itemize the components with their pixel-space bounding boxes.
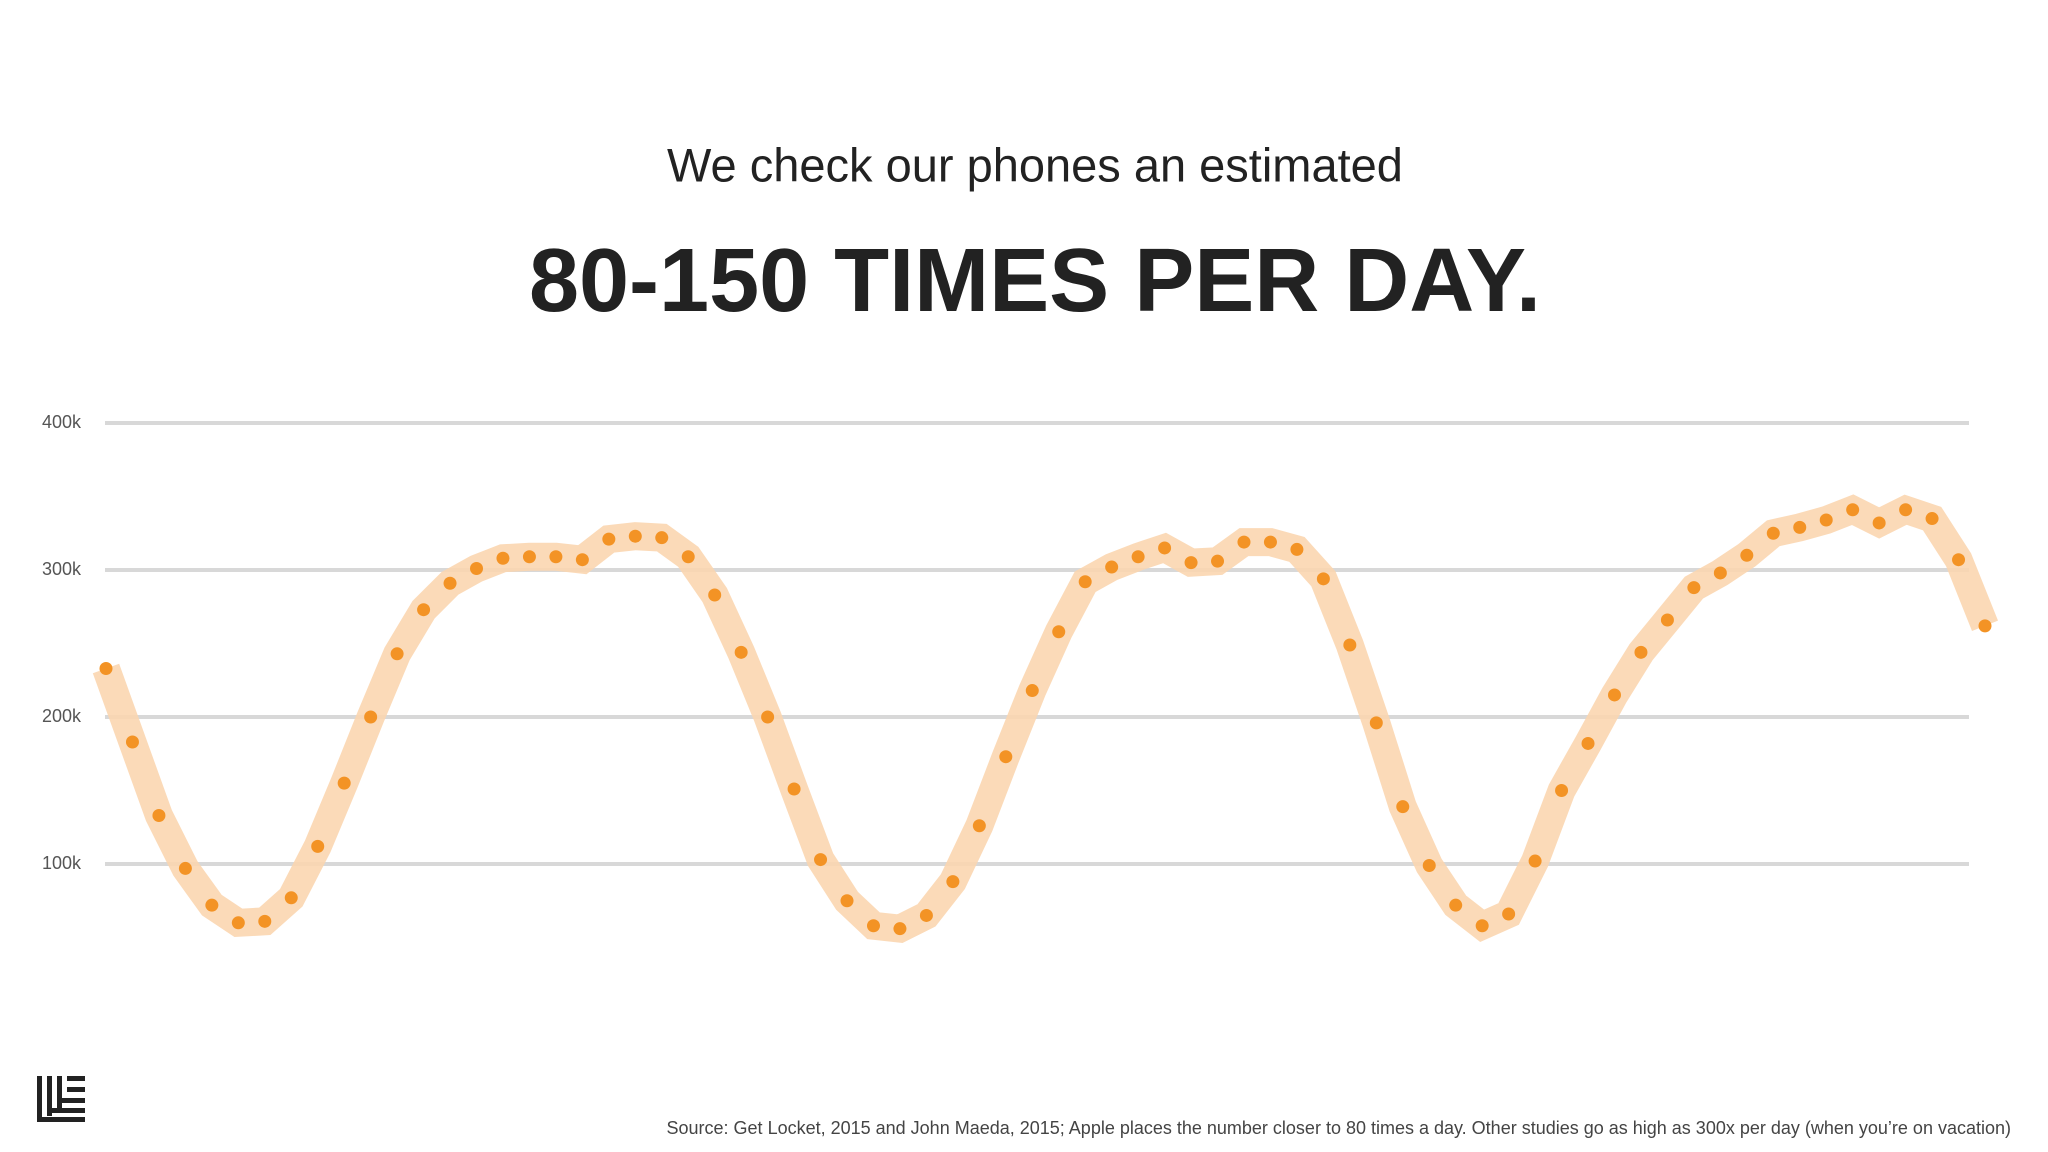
data-point: [1713, 566, 1727, 580]
data-point: [1184, 556, 1198, 570]
data-point: [99, 661, 113, 675]
data-point: [734, 645, 748, 659]
y-tick-label: 200k: [42, 706, 82, 726]
data-point: [946, 875, 960, 889]
data-point: [972, 819, 986, 833]
data-point: [443, 576, 457, 590]
data-point: [1978, 619, 1992, 633]
data-point: [178, 861, 192, 875]
data-point: [866, 919, 880, 933]
data-point: [1740, 548, 1754, 562]
data-point: [628, 529, 642, 543]
data-point: [125, 735, 139, 749]
data-point: [575, 553, 589, 567]
data-point: [1872, 516, 1886, 530]
data-point: [1660, 613, 1674, 627]
data-point: [814, 853, 828, 867]
logo: [37, 1076, 85, 1122]
data-point: [1846, 503, 1860, 517]
data-point: [1316, 572, 1330, 586]
data-point: [1237, 535, 1251, 549]
data-point: [840, 894, 854, 908]
data-point: [390, 647, 404, 661]
data-point: [1211, 554, 1225, 568]
data-point: [1078, 575, 1092, 589]
data-point: [1052, 625, 1066, 639]
y-tick-label: 300k: [42, 559, 82, 579]
source-note: Source: Get Locket, 2015 and John Maeda,…: [667, 1118, 2011, 1138]
data-point: [1025, 684, 1039, 698]
data-point: [919, 908, 933, 922]
y-tick-label: 100k: [42, 853, 82, 873]
data-point: [761, 710, 775, 724]
data-point: [1369, 716, 1383, 730]
data-point: [1634, 645, 1648, 659]
data-point: [549, 550, 563, 564]
data-point: [1343, 638, 1357, 652]
data-point: [152, 808, 166, 822]
chart-subtitle: We check our phones an estimated: [667, 138, 1403, 191]
data-point: [1131, 550, 1145, 564]
data-point: [470, 562, 484, 576]
data-point: [1819, 513, 1833, 527]
data-point: [337, 776, 351, 790]
data-point: [1158, 541, 1172, 555]
data-point: [1687, 581, 1701, 595]
data-point: [1793, 520, 1807, 534]
data-point: [1555, 784, 1569, 797]
data-point: [258, 914, 272, 928]
data-point: [681, 550, 695, 564]
data-point: [787, 782, 801, 796]
data-point: [1396, 800, 1410, 814]
trend-band: [92, 494, 1998, 944]
data-point: [284, 891, 298, 905]
data-point: [655, 531, 669, 545]
data-point: [1290, 542, 1304, 556]
data-point: [231, 916, 245, 930]
data-point: [1952, 553, 1966, 567]
data-point: [1263, 535, 1277, 549]
data-point: [708, 588, 722, 602]
data-point: [1607, 688, 1621, 702]
data-point: [1475, 919, 1489, 933]
data-point: [205, 898, 219, 912]
data-point: [999, 750, 1013, 764]
data-point: [1581, 736, 1595, 750]
data-point: [1105, 560, 1119, 574]
data-point: [1502, 907, 1516, 921]
data-point: [1925, 512, 1939, 526]
data-point: [1766, 526, 1780, 540]
data-point: [1422, 858, 1436, 872]
data-point: [1449, 898, 1463, 912]
data-point: [1528, 854, 1542, 868]
data-point: [496, 551, 510, 565]
data-point: [417, 603, 431, 617]
chart-title: 80-150 TIMES PER DAY.: [529, 231, 1541, 331]
data-point: [364, 710, 378, 724]
data-point: [311, 839, 325, 853]
data-point: [1899, 503, 1913, 517]
data-point: [602, 532, 616, 546]
y-tick-label: 400k: [42, 412, 82, 432]
data-point: [893, 922, 907, 936]
data-point: [522, 550, 536, 564]
